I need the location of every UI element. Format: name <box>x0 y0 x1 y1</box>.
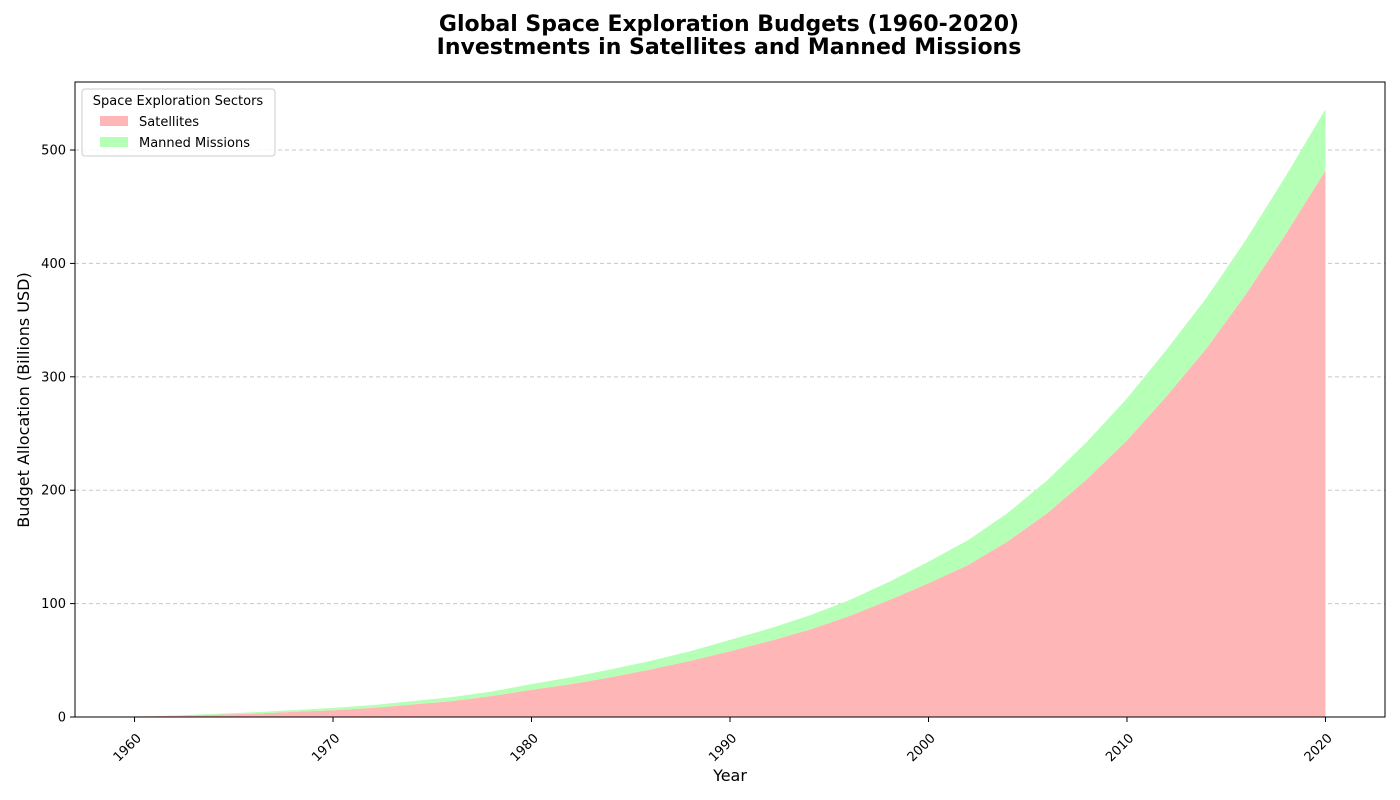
x-tick-label: 1960 <box>111 731 145 765</box>
y-tick-label: 300 <box>41 370 66 385</box>
x-tick-label: 2000 <box>905 731 939 765</box>
y-tick-label: 500 <box>41 144 66 159</box>
x-axis-ticks: 1960 1970 1980 1990 2000 2010 2020 <box>111 717 1336 765</box>
legend-title: Space Exploration Sectors <box>93 94 264 109</box>
y-axis-ticks: 0 100 200 300 400 500 <box>41 144 75 726</box>
chart-title: Global Space Exploration Budgets (1960-2… <box>439 12 1019 37</box>
y-tick-label: 0 <box>58 711 66 726</box>
chart-subtitle: Investments in Satellites and Manned Mis… <box>437 35 1022 60</box>
legend-swatch-manned-missions <box>100 137 128 147</box>
legend-swatch-satellites <box>100 116 128 126</box>
y-tick-label: 100 <box>41 597 66 612</box>
area-satellites <box>134 170 1326 717</box>
legend-label-manned-missions: Manned Missions <box>139 136 250 151</box>
x-tick-label: 1970 <box>309 731 343 765</box>
y-tick-label: 200 <box>41 484 66 499</box>
x-tick-label: 1980 <box>508 731 542 765</box>
legend: Space Exploration Sectors Satellites Man… <box>81 88 276 157</box>
x-tick-label: 2020 <box>1302 731 1336 765</box>
legend-label-satellites: Satellites <box>139 115 199 130</box>
x-tick-label: 1990 <box>706 731 740 765</box>
y-tick-label: 400 <box>41 257 66 272</box>
grid-lines <box>75 149 1385 605</box>
area-layer <box>134 109 1326 717</box>
x-tick-label: 2010 <box>1103 731 1137 765</box>
legend-box <box>81 88 276 157</box>
x-axis-label: Year <box>712 766 747 785</box>
y-axis-label: Budget Allocation (Billions USD) <box>14 272 33 527</box>
